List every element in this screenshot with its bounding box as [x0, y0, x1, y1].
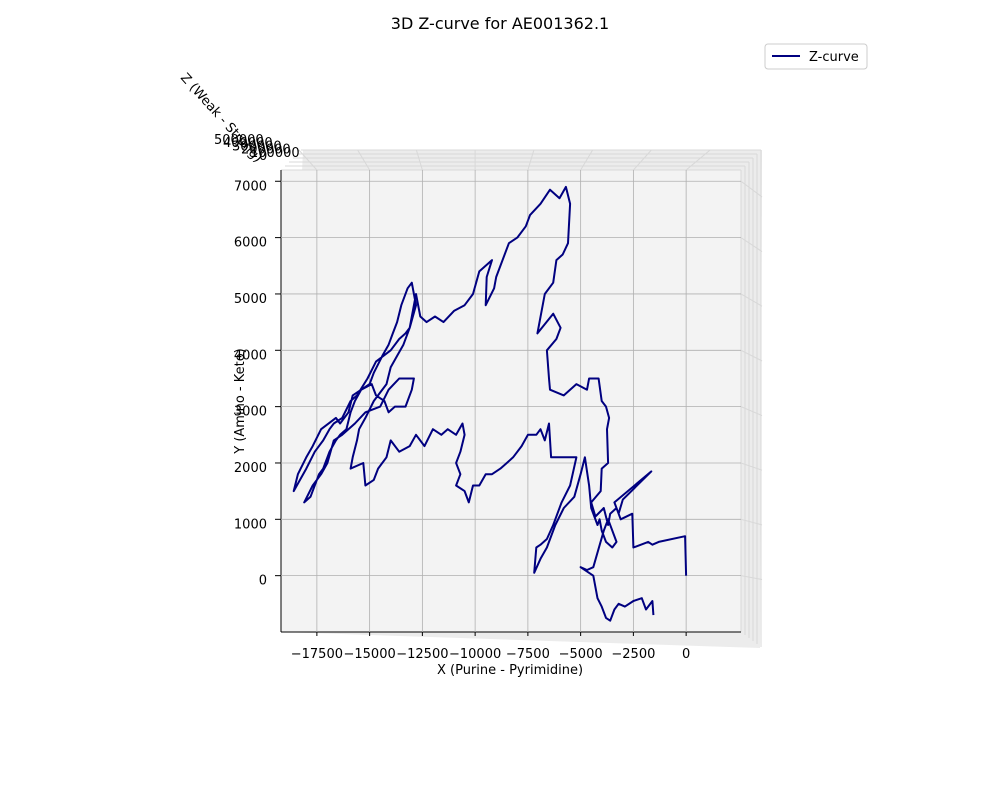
depth-line-x — [527, 149, 535, 171]
y-tick-label: 2000 — [234, 461, 267, 476]
y-tick-label: 0 — [259, 574, 267, 589]
depth-line-x — [357, 149, 371, 171]
chart-title: 3D Z-curve for AE001362.1 — [391, 14, 609, 33]
y-tick-label: 7000 — [234, 179, 267, 194]
x-tick-labels: −17500 −15000 −12500 −10000 −7500 −5000 −2500 0 — [291, 632, 690, 662]
grid-lines — [281, 170, 741, 632]
z-tick-label: 200000 — [241, 143, 291, 158]
depth-line-x — [298, 149, 318, 171]
series-layer — [292, 185, 688, 622]
z-tick-label: 300000 — [232, 139, 282, 154]
legend-box — [764, 43, 868, 70]
y-tick-label: 3000 — [234, 405, 267, 420]
y-tick-label: 5000 — [234, 292, 267, 307]
y-tick-label: 6000 — [234, 236, 267, 251]
x-tick-label: 0 — [682, 647, 690, 662]
y-tick-label: 4000 — [234, 348, 267, 363]
x-axis-label: X (Purine - Pyrimidine) — [437, 663, 583, 678]
y-tick-labels: 0 1000 2000 3000 4000 5000 6000 7000 — [234, 179, 281, 589]
depth-lines — [281, 149, 763, 647]
x-tick-label: −12500 — [396, 647, 448, 662]
x-tick-label: −7500 — [506, 647, 550, 662]
z-tick-label: 500000 — [214, 133, 264, 148]
y-tick-label: 1000 — [234, 517, 267, 532]
legend: Z-curve — [764, 43, 868, 70]
depth-line-x — [685, 149, 711, 171]
z-tick-label: 100000 — [250, 146, 300, 161]
x-tick-label: −5000 — [559, 647, 603, 662]
legend-label: Z-curve — [809, 50, 859, 65]
x-tick-label: −15000 — [343, 647, 395, 662]
z-tick-label: 0 — [259, 149, 267, 164]
x-tick-label: −2500 — [611, 647, 655, 662]
depth-line-x — [415, 149, 423, 171]
axes-box — [280, 149, 763, 648]
x-tick-label: −17500 — [291, 647, 343, 662]
x-tick-label: −10000 — [449, 647, 501, 662]
z-tick-label: 400000 — [223, 136, 273, 151]
z-axis-label: Z (Weak - Strong) — [177, 71, 265, 166]
y-axis-label: Y (Amino - Keto) — [233, 348, 248, 454]
depth-line-x — [580, 149, 594, 171]
z-curve-line — [292, 185, 688, 622]
plot-pane — [281, 170, 741, 632]
depth-line-x — [633, 149, 652, 171]
